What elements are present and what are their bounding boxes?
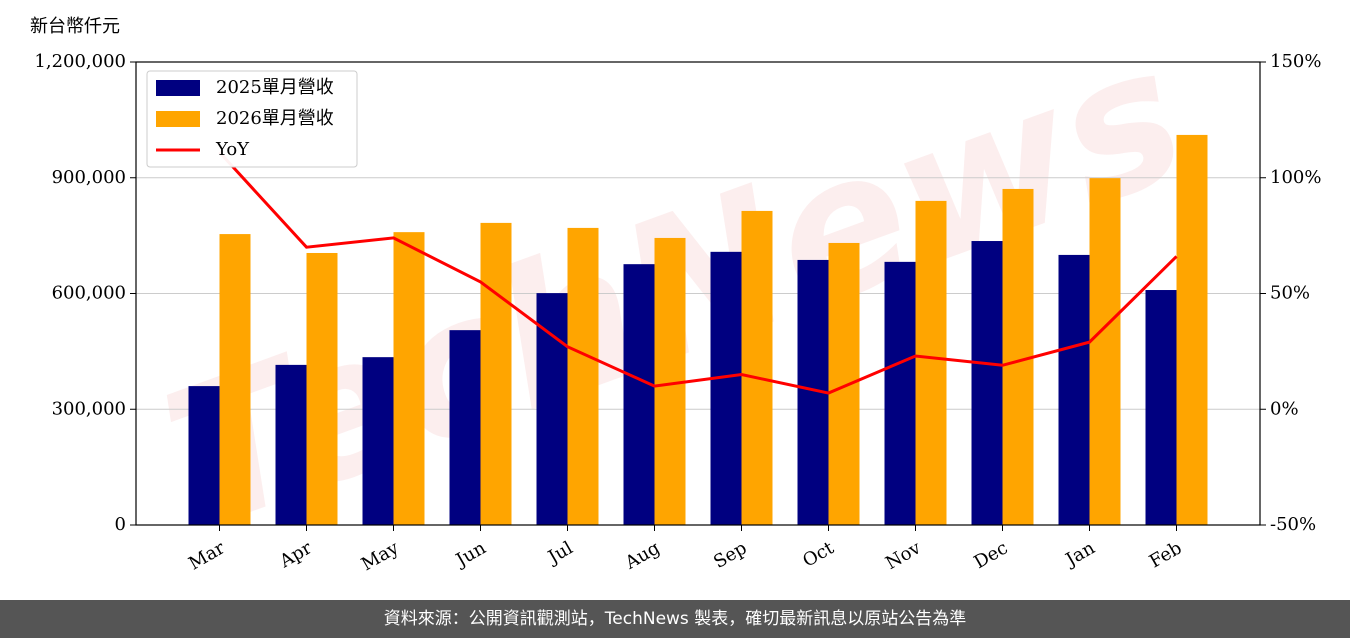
bar: [828, 242, 860, 526]
y-tick-label: 1,200,000: [34, 51, 126, 72]
bar: [219, 234, 251, 525]
bar: [884, 261, 916, 525]
legend-label: YoY: [215, 139, 250, 160]
chart: 新台幣仟元 TechNews0300,000600,000900,0001,20…: [30, 3, 1321, 576]
legend-swatch: [156, 111, 200, 127]
bar: [1089, 178, 1121, 525]
bar: [971, 241, 1003, 525]
x-tick-label: Sep: [710, 537, 750, 572]
bar: [1176, 134, 1208, 526]
bar: [915, 200, 947, 525]
y2-tick-label: 150%: [1270, 51, 1321, 72]
y-tick-label: 300,000: [52, 398, 126, 419]
x-tick-label: Oct: [799, 537, 838, 572]
bar: [623, 264, 655, 525]
bar: [480, 222, 512, 525]
legend-swatch: [156, 80, 200, 96]
bar: [567, 227, 599, 526]
y2-tick-label: 0%: [1270, 398, 1299, 419]
y-tick-label: 0: [115, 514, 126, 535]
x-tick-label: Jun: [451, 537, 490, 572]
footer: 資料來源：公開資訊觀測站，TechNews 製表，確切最新訊息以原站公告為準: [0, 600, 1350, 638]
bar: [393, 232, 425, 525]
x-tick-label: Nov: [882, 537, 925, 574]
x-tick-label: Jan: [1061, 537, 1099, 571]
y2-tick-label: 100%: [1270, 167, 1321, 188]
x-tick-label: Dec: [971, 537, 1012, 573]
bar: [536, 293, 568, 525]
bar: [449, 330, 481, 525]
x-tick-label: Jul: [543, 537, 577, 569]
legend-label: 2026單月營收: [216, 108, 334, 129]
legend-label: 2025單月營收: [216, 77, 334, 98]
bar: [1145, 290, 1177, 525]
bar: [188, 386, 220, 525]
y2-tick-label: 50%: [1270, 283, 1310, 304]
y-axis-title: 新台幣仟元: [30, 16, 120, 37]
bar: [1058, 254, 1090, 525]
x-tick-label: Feb: [1146, 537, 1186, 572]
bar: [710, 251, 742, 525]
plot-frame: [135, 61, 1261, 526]
x-tick-label: Aug: [621, 537, 664, 574]
y2-tick-label: -50%: [1270, 514, 1316, 535]
y-tick-label: 600,000: [52, 283, 126, 304]
y-tick-label: 900,000: [52, 167, 126, 188]
bar: [306, 252, 338, 526]
bar: [741, 210, 773, 525]
line: [218, 151, 1178, 395]
x-tick-label: May: [358, 537, 403, 575]
bar: [275, 364, 307, 525]
bar: [362, 357, 394, 525]
legend: 2025單月營收 2026單月營收 YoY: [146, 70, 358, 168]
